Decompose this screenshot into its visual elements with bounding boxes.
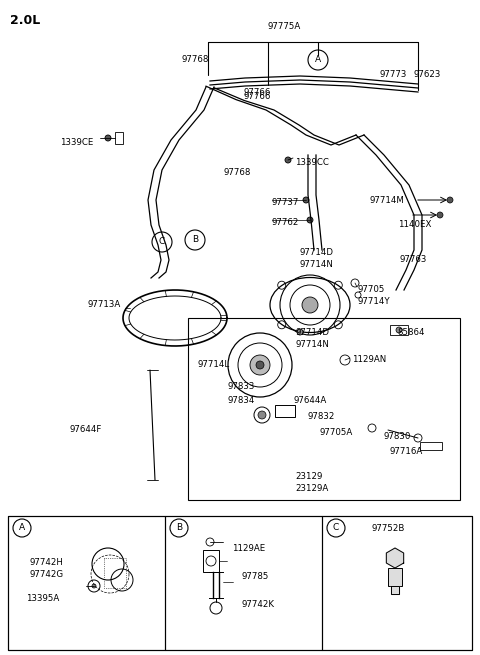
- Polygon shape: [391, 586, 399, 594]
- Bar: [203, 550, 219, 572]
- Text: 97623: 97623: [413, 70, 440, 79]
- Text: 2.0L: 2.0L: [10, 14, 40, 27]
- Bar: [115, 132, 123, 144]
- Circle shape: [105, 135, 111, 141]
- Text: A: A: [315, 56, 321, 64]
- Text: 97762: 97762: [272, 218, 300, 227]
- Text: 97742G: 97742G: [30, 570, 64, 579]
- Circle shape: [250, 355, 270, 375]
- Text: 1129AN: 1129AN: [352, 355, 386, 364]
- Circle shape: [258, 411, 266, 419]
- Text: 97714N: 97714N: [295, 340, 329, 349]
- Text: 97644A: 97644A: [293, 396, 326, 405]
- Circle shape: [297, 329, 303, 335]
- Bar: [8, 516, 472, 650]
- Bar: [104, 558, 126, 588]
- Text: C: C: [159, 238, 165, 246]
- Text: 97714D: 97714D: [295, 328, 329, 337]
- Text: 97763: 97763: [400, 255, 427, 264]
- Text: 97775A: 97775A: [268, 22, 301, 31]
- Text: 97834: 97834: [228, 396, 255, 405]
- Circle shape: [303, 197, 309, 203]
- Text: 85864: 85864: [397, 328, 424, 337]
- Circle shape: [285, 157, 291, 163]
- Circle shape: [437, 212, 443, 218]
- Circle shape: [447, 197, 453, 203]
- Bar: [8, 516, 165, 650]
- Text: 97737: 97737: [272, 198, 300, 207]
- Bar: [390, 325, 408, 335]
- Bar: [165, 516, 322, 650]
- Text: 23129: 23129: [295, 472, 323, 481]
- Polygon shape: [386, 548, 404, 568]
- Text: 1339CC: 1339CC: [295, 158, 329, 167]
- Text: 97742H: 97742H: [30, 558, 64, 567]
- Text: 97714N: 97714N: [300, 260, 334, 269]
- Text: 23129A: 23129A: [295, 484, 328, 493]
- Text: 97766: 97766: [243, 92, 270, 101]
- Text: 97714M: 97714M: [370, 196, 405, 205]
- Circle shape: [307, 217, 313, 223]
- Text: 97766: 97766: [243, 88, 270, 97]
- Text: B: B: [176, 523, 182, 533]
- Text: 97752B: 97752B: [372, 524, 406, 533]
- Text: 97785: 97785: [242, 572, 269, 581]
- Text: 1140EX: 1140EX: [398, 220, 432, 229]
- Text: 97644F: 97644F: [70, 425, 102, 434]
- Text: 97716A: 97716A: [390, 447, 423, 456]
- Text: 97713A: 97713A: [88, 300, 121, 309]
- Text: 97705: 97705: [358, 285, 385, 294]
- Text: 97773: 97773: [379, 70, 407, 79]
- Text: B: B: [192, 236, 198, 244]
- Text: 1339CE: 1339CE: [60, 138, 94, 147]
- Text: 97768: 97768: [223, 168, 251, 177]
- Text: 97742K: 97742K: [242, 600, 275, 609]
- Text: 97833: 97833: [228, 382, 255, 391]
- Bar: [388, 568, 402, 586]
- Text: 1129AE: 1129AE: [232, 544, 265, 553]
- Circle shape: [302, 297, 318, 313]
- Text: 97830: 97830: [383, 432, 410, 441]
- Bar: [420, 442, 442, 450]
- Text: 13395A: 13395A: [26, 594, 59, 603]
- Circle shape: [92, 584, 96, 588]
- Bar: [188, 318, 460, 500]
- Text: 97832: 97832: [307, 412, 335, 421]
- Bar: [275, 405, 295, 417]
- Text: C: C: [333, 523, 339, 533]
- Text: 97714Y: 97714Y: [358, 297, 391, 306]
- Circle shape: [396, 327, 402, 333]
- Text: 97705A: 97705A: [320, 428, 353, 437]
- Text: 97768: 97768: [182, 55, 209, 64]
- Text: A: A: [19, 523, 25, 533]
- Text: 97714D: 97714D: [300, 248, 334, 257]
- Bar: [322, 516, 472, 650]
- Circle shape: [256, 361, 264, 369]
- Text: 97714L: 97714L: [198, 360, 230, 369]
